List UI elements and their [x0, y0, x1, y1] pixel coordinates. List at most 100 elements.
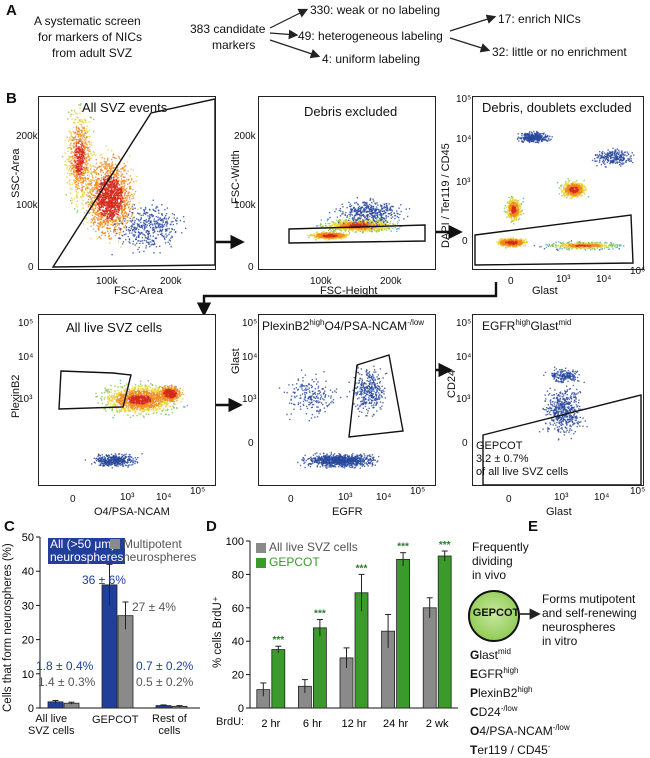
- plot4-title: All live SVZ cells: [66, 320, 162, 335]
- d-category-label: 12 hr: [341, 718, 366, 730]
- plot3-xlabel: Glast: [532, 285, 558, 297]
- plot3-xtick: 10³: [556, 274, 570, 285]
- plot1-ytick: 100k: [16, 200, 38, 211]
- panel-d-label: D: [206, 518, 217, 535]
- little-enrichment-text: 32: little or no enrichment: [492, 45, 627, 59]
- legend-gepcot-swatch: [256, 558, 266, 568]
- c-ytick-label: 30: [22, 600, 34, 612]
- plot2-ylabel: FSC-Width: [230, 150, 242, 204]
- d-ytick-label: 60: [232, 603, 244, 615]
- plot1-xlabel: FSC-Area: [114, 285, 163, 297]
- d-bar: [340, 658, 353, 708]
- gepcot-circle-label: GEPCOT: [470, 607, 522, 619]
- plexinb2-o4-scatter-plot: [38, 314, 216, 486]
- panel-d-ylabel: % cells BrdU⁺: [210, 596, 224, 668]
- plot6-xtick: 10⁴: [594, 492, 609, 503]
- plot6-ytick: 10³: [456, 394, 470, 405]
- uniform-labeling-text: 4: uniform labeling: [322, 52, 420, 66]
- brdu-axis-label: BrdU:: [216, 716, 244, 728]
- d-significance-marker: ***: [314, 608, 326, 619]
- plot2-ytick: 200k: [234, 131, 256, 142]
- scatter-points: [259, 97, 435, 269]
- plot6-xlabel: Glast: [546, 506, 572, 518]
- d-bar: [423, 608, 436, 708]
- plot5-ytick: 10⁵: [242, 318, 257, 329]
- c-ytick-label: 20: [22, 635, 34, 647]
- gate-polygon: [289, 225, 425, 243]
- scatter-points: [39, 97, 215, 269]
- fsc-ssc-scatter-plot: [38, 96, 216, 270]
- enrich-nics-text: 17: enrich NICs: [498, 12, 581, 26]
- c-ytick-label: 10: [22, 669, 34, 681]
- glast-egfr-scatter-plot: [258, 314, 436, 486]
- d-bar: [257, 690, 270, 708]
- scatter-points: [473, 97, 643, 269]
- plot4-xtick: 10⁵: [190, 486, 205, 497]
- d-category-label: 2 hr: [261, 718, 280, 730]
- plot3-ylabel: DAPI / Ter119 / CD45: [440, 143, 452, 248]
- d-ytick-label: 0: [238, 703, 244, 715]
- plot1-title: All SVZ events: [82, 100, 167, 115]
- annotation-live-all: 1.8 ± 0.4%: [36, 659, 93, 673]
- d-ytick-label: 100: [226, 536, 244, 548]
- d-category-label: 2 wk: [426, 718, 449, 730]
- plot5-xtick: 10³: [338, 492, 352, 503]
- plot1-ytick: 200k: [16, 131, 38, 142]
- legend-all-live: All live SVZ cells: [269, 540, 358, 554]
- plot3-ytick: 10⁵: [456, 94, 471, 105]
- d-category-label: 6 hr: [303, 718, 322, 730]
- d-significance-marker: ***: [272, 635, 284, 646]
- c-bar: [156, 706, 171, 708]
- d-bar: [438, 556, 451, 708]
- marker-egfr: EGFRhigh: [470, 663, 570, 682]
- plot4-xtick: 10³: [120, 492, 134, 503]
- heterogeneous-labeling-text: 49: heterogeneous labeling: [298, 29, 443, 43]
- c-bar: [64, 703, 79, 708]
- annotation-rest-multi: 0.5 ± 0.2%: [136, 675, 193, 689]
- plot6-ytick: 0: [462, 438, 468, 449]
- panel-c-label: C: [4, 518, 15, 535]
- panel-e-label: E: [528, 518, 538, 535]
- annotation-live-multi: 1.4 ± 0.3%: [38, 675, 95, 689]
- plot2-ytick: 100k: [234, 200, 256, 211]
- scatter-points: [39, 315, 215, 485]
- plot6-ytick: 10⁴: [456, 352, 471, 363]
- c-bar: [102, 585, 117, 708]
- marker-glast: Glastmid: [470, 644, 570, 663]
- marker-list: Glastmid EGFRhigh PlexinB2high CD24-/low…: [470, 644, 570, 758]
- plot2-ytick: 0: [248, 262, 254, 273]
- plot5-xlabel: EGFR: [332, 506, 363, 518]
- gepcot-gate-annotation: GEPCOT 3.2 ± 0.7% of all live SVZ cells: [476, 440, 568, 479]
- plot6-xtick: 10³: [554, 492, 568, 503]
- candidates-text-1: 383 candidate: [190, 22, 265, 36]
- plot2-title: Debris excluded: [304, 104, 397, 119]
- plot5-ytick: 0: [248, 438, 254, 449]
- candidates-text-2: markers: [212, 38, 255, 52]
- d-bar: [272, 650, 285, 708]
- d-significance-marker: ***: [397, 542, 409, 553]
- marker-ter119: Ter119 / CD45-: [470, 739, 570, 758]
- d-bar: [355, 593, 368, 708]
- plot1-ytick: 0: [28, 262, 34, 273]
- scatter-points: [259, 315, 435, 485]
- plot3-ytick: 10³: [456, 177, 470, 188]
- panel-a-label: A: [6, 2, 17, 19]
- plot3-ytick: 0: [462, 236, 468, 247]
- annotation-gepcot-all: 36 ± 6%: [82, 573, 126, 587]
- legend-gepcot: GEPCOT: [269, 555, 320, 569]
- d-bar: [298, 686, 311, 708]
- plot5-xtick: 10⁵: [410, 486, 425, 497]
- plot6-title: EGFRhighGlastmid: [482, 318, 571, 333]
- plot6-ytick: 10⁵: [456, 318, 471, 329]
- plot2-xlabel: FSC-Height: [320, 285, 377, 297]
- d-ytick-label: 20: [232, 670, 244, 682]
- d-ytick-label: 40: [232, 636, 244, 648]
- plot4-xlabel: O4/PSA-NCAM: [94, 506, 170, 518]
- plot5-ytick: 10³: [242, 394, 256, 405]
- category-gepcot: GEPCOT: [92, 714, 138, 726]
- plot5-ytick: 10⁴: [242, 352, 257, 363]
- screen-text-3: from adult SVZ: [52, 46, 132, 60]
